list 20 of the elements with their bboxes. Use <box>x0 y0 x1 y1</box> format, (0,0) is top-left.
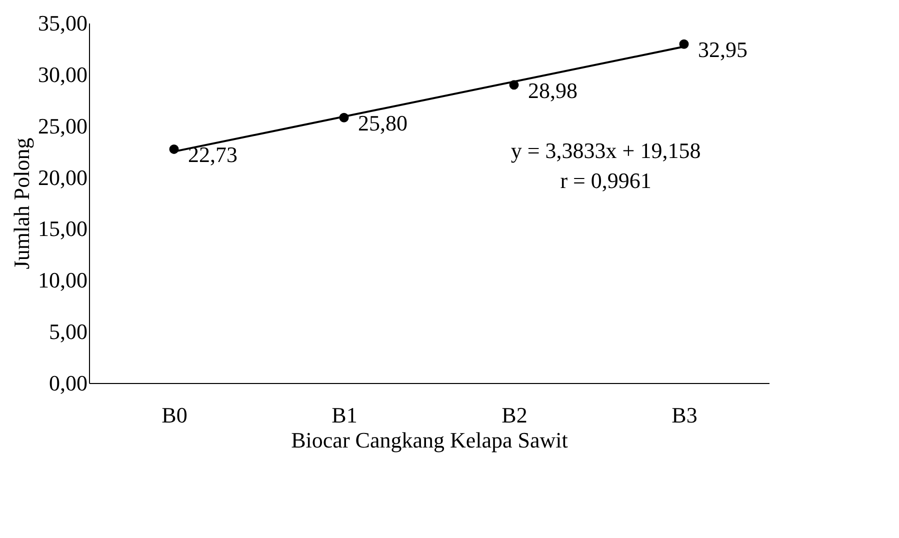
annotation: r = 0,9961 <box>560 168 652 193</box>
x-tick-label: B3 <box>672 402 698 428</box>
annotation: y = 3,3833x + 19,158 <box>510 138 701 163</box>
x-tick-label: B1 <box>332 402 358 428</box>
y-tick-label: 5,00 <box>49 319 88 344</box>
x-tick-label: B0 <box>162 402 188 428</box>
x-tick-label: B2 <box>502 402 528 428</box>
y-tick-label: 0,00 <box>49 370 88 396</box>
y-tick-label: 15,00 <box>38 216 88 242</box>
data-label: 22,73 <box>188 142 238 168</box>
y-tick-label: 25,00 <box>38 113 88 138</box>
y-axis-title: Jumlah Polong <box>9 138 34 270</box>
y-tick-label: 10,00 <box>38 268 88 293</box>
y-tick-label: 30,00 <box>38 62 88 87</box>
x-axis-title: Biocar Cangkang Kelapa Sawit <box>291 428 568 452</box>
y-tick-label: 20,00 <box>38 164 88 190</box>
data-label: 25,80 <box>358 110 408 136</box>
data-label: 32,95 <box>698 37 748 62</box>
data-label: 28,98 <box>528 78 578 103</box>
y-tick-label: 35,00 <box>38 10 88 36</box>
